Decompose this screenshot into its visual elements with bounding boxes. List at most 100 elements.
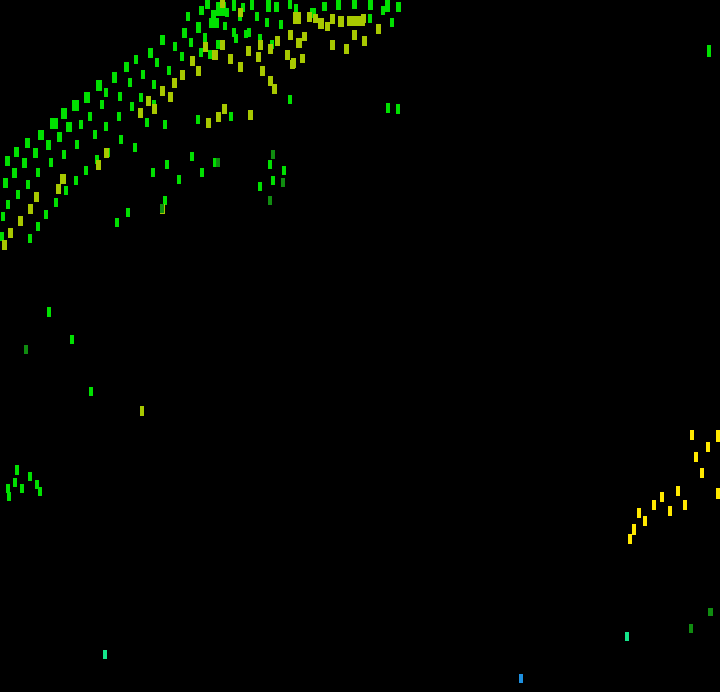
scatter-mark [246,46,251,56]
scatter-mark [182,28,187,38]
scatter-mark [140,406,144,416]
scatter-mark [189,38,193,47]
scatter-mark [6,200,10,209]
scatter-mark [271,150,275,159]
scatter-mark [180,52,184,61]
scatter-mark [146,96,151,106]
scatter-mark [344,44,349,54]
scatter-mark [238,13,242,21]
scatter-mark [196,115,200,124]
scatter-mark [89,387,93,396]
scatter-mark [707,45,711,57]
scatter-mark [103,650,107,659]
scatter-mark [381,6,385,15]
scatter-mark [117,112,121,121]
scatter-mark [112,72,117,83]
scatter-mark [300,54,305,63]
scatter-mark [14,147,19,157]
scatter-mark [138,108,143,118]
scatter-mark [95,155,99,164]
scatter-mark [347,16,365,26]
scatter-mark [708,608,713,616]
scatter-mark [271,176,275,185]
scatter-mark [124,62,129,72]
scatter-mark [199,6,204,15]
scatter-mark [296,38,302,48]
scatter-mark [212,50,218,60]
scatter-mark [190,152,194,161]
scatter-mark [241,3,245,12]
scatter-mark [200,168,204,177]
scatter-mark [716,430,720,442]
scatter-mark [250,0,254,10]
scatter-mark [266,0,271,12]
scatter-mark [47,307,51,317]
scatter-mark [25,138,30,148]
scatter-mark [56,184,61,194]
scatter-mark [173,42,177,51]
scatter-mark [139,93,143,102]
scatter-mark [0,232,4,241]
scatter-mark [258,34,262,43]
scatter-mark [26,180,30,189]
scatter-mark [361,14,366,23]
scatter-mark [216,158,220,167]
scatter-mark [93,130,97,139]
scatter-mark [209,18,219,28]
scatter-mark [163,120,167,129]
scatter-mark [362,36,367,46]
scatter-mark [396,104,400,114]
scatter-mark [390,18,394,27]
scatter-mark [268,76,273,86]
scatter-mark [274,2,279,12]
scatter-mark [18,216,23,226]
scatter-mark [258,40,263,50]
scatter-mark [177,175,181,184]
scatter-mark [100,100,104,109]
scatter-mark [180,70,185,80]
scatter-mark [310,8,316,18]
scatter-mark [199,48,203,57]
scatter-mark [322,2,327,11]
scatter-mark [5,156,10,166]
scatter-mark [330,40,335,50]
scatter-mark [628,534,632,544]
scatter-mark [70,335,74,344]
scatter-mark [104,148,109,158]
scatter-mark [22,158,27,168]
scatter-mark [24,345,28,354]
scatter-mark [8,228,13,238]
scatter-mark [238,62,243,72]
scatter-mark [75,140,79,149]
scatter-mark [318,18,324,29]
scatter-mark [234,34,238,43]
scatter-mark [35,480,39,489]
scatter-mark [325,22,330,31]
scatter-mark [368,14,372,23]
scatter-mark [130,102,134,111]
scatter-mark [632,524,636,535]
scatter-mark [84,166,88,175]
scatter-mark [258,182,262,191]
scatter-mark [54,198,58,207]
scatter-mark [196,66,201,76]
scatter-mark [385,0,390,12]
scatter-mark [238,8,243,17]
scatter-mark [272,84,277,94]
scatter-mark [152,80,156,89]
scatter-mark [683,500,687,510]
scatter-mark [690,430,694,440]
scatter-mark [134,55,138,64]
scatter-mark [260,66,265,76]
scatter-mark [288,95,292,104]
scatter-mark [167,66,171,75]
scatter-mark [168,92,173,102]
scatter-mark [12,168,17,178]
scatter-mark [172,78,177,88]
scatter-mark [119,135,123,144]
scatter-mark [6,484,10,493]
scatter-mark [104,88,108,97]
scatter-mark [20,484,24,493]
scatter-mark [288,0,292,9]
